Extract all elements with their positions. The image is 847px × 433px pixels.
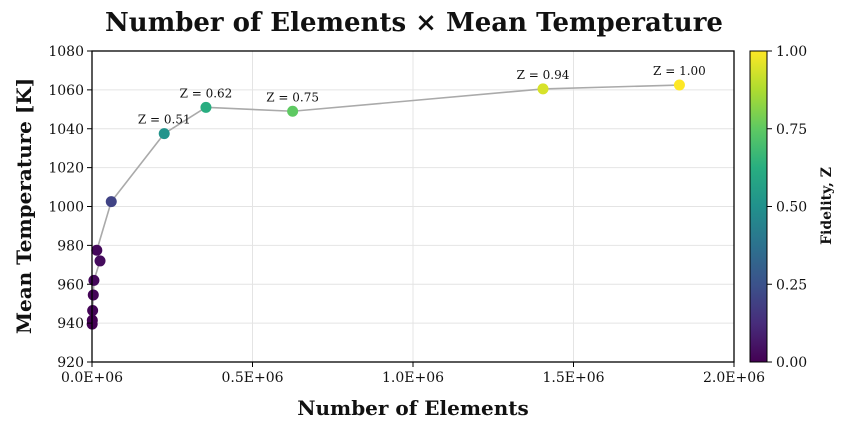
x-tick-label: 0.5E+06 [221, 370, 283, 386]
y-tick-label: 1080 [48, 44, 84, 60]
data-point [87, 289, 99, 301]
y-tick-label: 920 [57, 355, 84, 371]
x-axis-ticks: 0.0E+06 0.5E+06 1.0E+06 1.5E+06 2.0E+06 [61, 362, 765, 386]
data-point [88, 274, 100, 286]
colorbar-label: Fidelity, Z [819, 167, 835, 245]
colorbar-ticks: 0.00 0.25 0.50 0.75 1.00 [767, 44, 807, 371]
y-axis-ticks: 920 940 960 980 1000 1020 1040 1060 1080 [48, 44, 92, 371]
x-tick-label: 2.0E+06 [703, 370, 765, 386]
data-point [537, 83, 549, 95]
y-tick-label: 940 [57, 316, 84, 332]
y-tick-label: 960 [57, 277, 84, 293]
y-tick-label: 1060 [48, 83, 84, 99]
y-axis-label: Mean Temperature [K] [12, 78, 36, 334]
colorbar-tick-label: 0.50 [776, 200, 807, 216]
x-tick-label: 0.0E+06 [61, 370, 123, 386]
data-point [94, 255, 106, 267]
point-annotation: Z = 0.51 [138, 113, 191, 127]
data-point [91, 244, 103, 256]
data-point [673, 79, 685, 91]
y-tick-label: 1020 [48, 161, 84, 177]
x-tick-label: 1.0E+06 [382, 370, 444, 386]
y-tick-label: 980 [57, 238, 84, 254]
chart-title: Number of Elements × Mean Temperature [105, 8, 723, 38]
y-tick-label: 1000 [48, 200, 84, 216]
colorbar-tick-label: 1.00 [776, 44, 807, 60]
colorbar-tick-label: 0.75 [776, 122, 807, 138]
data-point [287, 105, 299, 117]
data-point [200, 101, 212, 113]
x-tick-label: 1.5E+06 [542, 370, 604, 386]
colorbar-tick-label: 0.25 [776, 277, 807, 293]
point-annotations: Z = 0.51 Z = 0.62 Z = 0.75 Z = 0.94 Z = 1.00 [138, 64, 706, 127]
y-tick-label: 1040 [48, 122, 84, 138]
point-annotation: Z = 0.62 [180, 86, 233, 100]
x-axis-label: Number of Elements [297, 396, 529, 420]
point-annotation: Z = 0.94 [517, 68, 570, 82]
data-point [158, 128, 170, 140]
colorbar [749, 50, 768, 363]
point-annotation: Z = 0.75 [266, 90, 319, 104]
data-points [86, 79, 685, 330]
point-annotation: Z = 1.00 [653, 64, 706, 78]
colorbar-tick-label: 0.00 [776, 355, 807, 371]
data-point [105, 196, 117, 208]
